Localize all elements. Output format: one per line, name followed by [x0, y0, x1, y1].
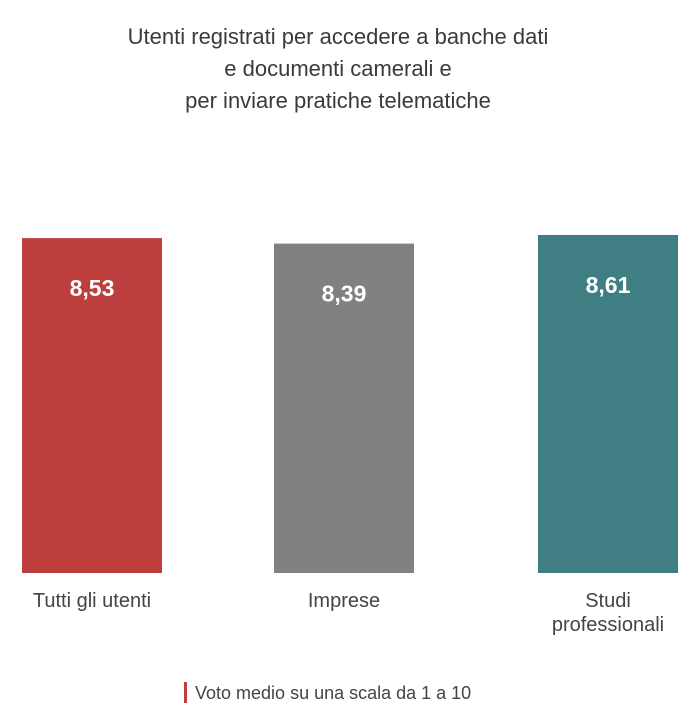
value-label-tutti-gli-utenti: 8,53: [70, 275, 115, 301]
chart-title-line-3: per inviare pratiche telematiche: [185, 88, 491, 113]
category-label-studi-professionali: Studi: [585, 590, 631, 612]
value-label-imprese: 8,39: [322, 281, 367, 307]
category-label-tutti-gli-utenti: Tutti gli utenti: [33, 590, 151, 612]
category-label-studi-professionali: professionali: [552, 614, 664, 636]
legend-marker: [184, 682, 187, 703]
chart-title-line-2: e documenti camerali e: [224, 56, 451, 81]
legend: Voto medio su una scala da 1 a 10: [184, 682, 471, 703]
chart-title-line-1: Utenti registrati per accedere a banche …: [128, 24, 549, 49]
bars: 8,53 Tutti gli utenti 8,39 Imprese 8,61 Studi…: [22, 234, 678, 636]
chart-title: Utenti registrati per accedere a banche …: [128, 24, 549, 113]
bar-studi-professionali: [538, 234, 678, 573]
category-label-imprese: Imprese: [308, 590, 380, 612]
bar-tutti-gli-utenti: [22, 238, 162, 574]
legend-label: Voto medio su una scala da 1 a 10: [195, 683, 471, 703]
bar-imprese: [274, 243, 414, 574]
value-label-studi-professionali: 8,61: [586, 272, 631, 298]
